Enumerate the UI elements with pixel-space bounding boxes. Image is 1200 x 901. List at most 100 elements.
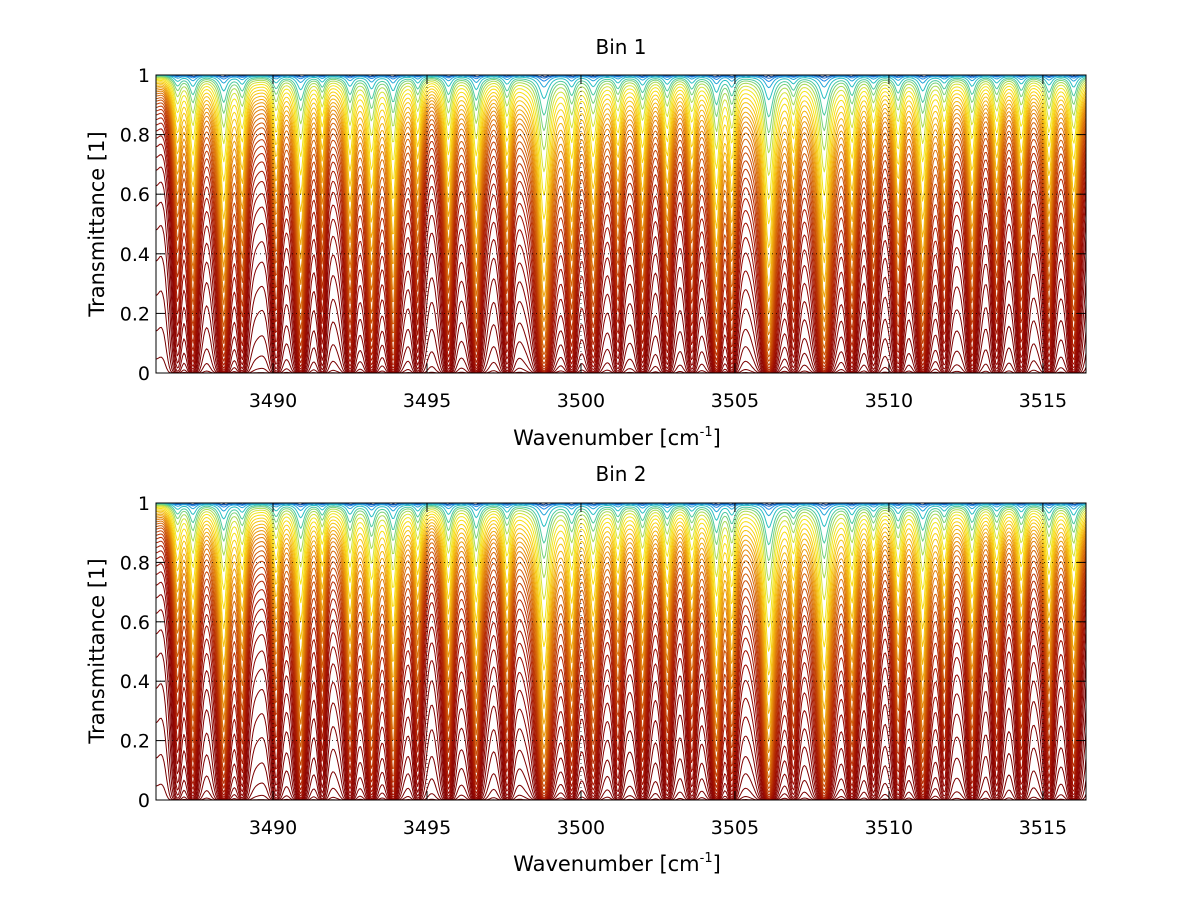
bin-1-series-line — [155, 90, 1087, 336]
bin-1-series-line — [155, 89, 1087, 326]
bin-2-series-line — [155, 536, 1087, 798]
bin-2-series-line — [156, 503, 1087, 529]
bin-2-series-line — [155, 515, 1087, 742]
bin-1-y-tick-label: 0 — [138, 363, 150, 385]
bin-1-ylabel: Transmittance [1] — [85, 131, 109, 317]
bin-2-axes-frame — [155, 502, 1087, 801]
bin-2-ylabel: Transmittance [1] — [85, 558, 109, 744]
bin-2-y-tick-label: 0.2 — [120, 731, 150, 753]
bin-2-series-line — [155, 550, 1087, 800]
bin-1-series-line — [155, 112, 1087, 372]
bin-1-xlabel: Wavenumber [cm-1] — [513, 425, 721, 450]
bin-2-xlabel: Wavenumber [cm-1] — [513, 851, 721, 876]
bin-1-series-line — [155, 80, 1087, 225]
bin-2-y-tick-label: 0 — [138, 790, 150, 812]
bin-1-series-layer — [155, 74, 1087, 374]
bin-1-y-tick-label: 0.8 — [120, 125, 150, 147]
bin-2-series-line — [155, 510, 1087, 696]
bin-1-series-line — [156, 74, 1086, 82]
bin-1-series-line — [155, 128, 1087, 374]
bin-2-series-line — [155, 527, 1087, 789]
bin-2-series-line — [155, 594, 1087, 801]
bin-1-series-line — [155, 109, 1087, 371]
bin-2-series-line — [156, 504, 1087, 581]
bin-1-xlabel-close: ] — [713, 426, 721, 450]
bin-1-series-line — [156, 82, 1087, 268]
bin-2-series-line — [155, 520, 1087, 771]
bin-2-series-line — [155, 609, 1087, 801]
bin-1-series-line — [156, 75, 1087, 118]
bin-2-series-line — [156, 504, 1087, 562]
bin-1-subplot: 3490 3495 3500 3505 3510 3515 0 0.2 0.4 0.6 0.8 1 B… — [85, 35, 1087, 450]
bin-2-series-line — [156, 502, 1087, 517]
bin-1-axes-frame — [155, 74, 1087, 374]
bin-2-series-line — [155, 508, 1087, 652]
bin-1-x-tick-label: 3500 — [557, 390, 605, 412]
bin-2-series-line — [155, 533, 1087, 796]
bin-1-series-line — [155, 154, 1087, 374]
bin-1-grid — [156, 75, 1086, 373]
bin-1-series-line — [156, 76, 1087, 154]
bin-2-x-tick-label: 3495 — [403, 817, 451, 839]
bin-2-y-tick-label: 0.4 — [120, 671, 150, 693]
bin-2-series-line — [155, 509, 1087, 676]
bin-1-series-line — [156, 76, 1087, 134]
bin-1-series-line — [155, 143, 1087, 374]
bin-1-xlabel-text: Wavenumber [cm — [513, 426, 699, 450]
bin-2-series-line — [155, 545, 1087, 800]
bin-2-y-tick-label: 1 — [138, 493, 150, 515]
bin-1-series-line — [156, 74, 1087, 89]
bin-1-series-line — [155, 166, 1087, 374]
bin-1-series-line — [155, 84, 1087, 287]
bin-2-series-line — [156, 502, 1086, 510]
bin-1-series-line — [155, 122, 1087, 373]
bin-2-ticks: 3490 3495 3500 3505 3510 3515 0 0.2 0.4 0.6 0.8 1 — [120, 493, 1086, 839]
bin-2-series-line — [155, 522, 1087, 779]
bin-2-series-line — [155, 563, 1087, 801]
bin-1-series-line — [155, 94, 1087, 352]
bin-1-y-tick-label: 1 — [138, 65, 150, 87]
bin-2-subplot: 3490 3495 3500 3505 3510 3515 0 0.2 0.4 0.6 0.8 1 B… — [85, 462, 1087, 876]
bin-2-series-line — [156, 503, 1087, 546]
bin-2-xlabel-text: Wavenumber [cm — [513, 852, 699, 876]
bin-1-y-tick-label: 0.6 — [120, 184, 150, 206]
bin-1-x-tick-label: 3515 — [1019, 390, 1067, 412]
bin-2-grid — [156, 503, 1086, 800]
bin-1-series-line — [155, 105, 1087, 369]
bin-1-series-line — [155, 85, 1087, 302]
bin-2-title: Bin 2 — [595, 462, 646, 486]
bin-1-y-tick-label: 0.4 — [120, 244, 150, 266]
bin-2-series-layer — [155, 502, 1087, 801]
bin-1-series-line — [155, 117, 1087, 373]
bin-2-series-line — [156, 506, 1087, 628]
bin-2-series-line — [155, 652, 1087, 801]
bin-2-series-line — [155, 571, 1087, 801]
bin-2-series-line — [155, 629, 1087, 801]
bin-1-series-line — [155, 92, 1087, 344]
bin-1-series-line — [155, 99, 1087, 362]
bin-1-series-line — [155, 87, 1087, 315]
bin-2-y-tick-label: 0.6 — [120, 612, 150, 634]
bin-1-series-line — [155, 201, 1087, 374]
bin-2-series-line — [155, 513, 1087, 730]
bin-2-x-tick-label: 3490 — [249, 817, 297, 839]
bin-1-series-line — [156, 75, 1087, 101]
bin-2-series-line — [155, 516, 1087, 754]
bin-2-x-tick-label: 3515 — [1019, 817, 1067, 839]
bin-1-series-line — [155, 135, 1087, 374]
bin-2-series-line — [155, 540, 1087, 799]
bin-2-series-line — [155, 581, 1087, 801]
bin-1-series-line — [155, 225, 1087, 374]
bin-1-x-tick-label: 3505 — [711, 390, 759, 412]
bin-2-x-tick-label: 3500 — [557, 817, 605, 839]
bin-2-series-line — [155, 530, 1087, 793]
bin-1-x-tick-label: 3490 — [249, 390, 297, 412]
bin-2-y-tick-label: 0.8 — [120, 552, 150, 574]
bin-2-x-tick-label: 3510 — [865, 817, 913, 839]
bin-1-x-tick-label: 3510 — [865, 390, 913, 412]
bin-1-x-tick-label: 3495 — [403, 390, 451, 412]
bin-1-series-line — [155, 97, 1087, 358]
bin-2-xlabel-superscript: -1 — [700, 851, 713, 866]
bin-2-x-tick-label: 3505 — [711, 817, 759, 839]
